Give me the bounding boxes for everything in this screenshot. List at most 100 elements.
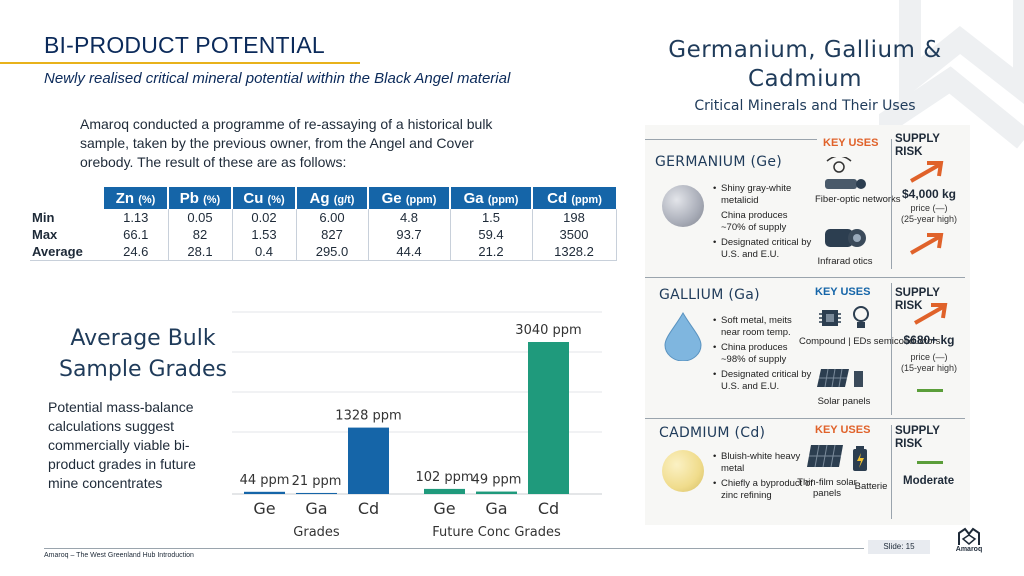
amaroq-logo-text: Amaroq	[955, 546, 983, 553]
mineral-name-gallium: GALLIUM (Ga)	[659, 287, 760, 303]
footer-text: Amaroq – The West Greenland Hub Introduc…	[44, 552, 194, 559]
risk-green-bar-icon	[917, 461, 943, 464]
group-label: Grades	[293, 525, 340, 540]
assay-header-row: Zn (%) Pb (%) Cu (%) Ag (g/t) Ge (ppm) G…	[30, 187, 616, 209]
germanium-bullets: Shiny gray-white metalicid China produce…	[713, 183, 813, 264]
key-uses-label: KEY USES	[823, 137, 879, 149]
bar-ga	[476, 491, 517, 494]
table-row: Average 24.6 28.1 0.4 295.0 44.4 21.2 13…	[30, 243, 617, 261]
table-row: Max 66.1 82 1.53 827 93.7 59.4 3500	[30, 226, 617, 243]
list-item: Shiny gray-white metalicid	[713, 183, 813, 207]
risk-arrow-up-icon	[914, 303, 948, 325]
data-label: 1328 ppm	[335, 409, 401, 424]
price-note: (25-year high)	[900, 214, 958, 224]
category-label: Ge	[253, 499, 275, 518]
column-header: Cu (%)	[232, 187, 297, 209]
price-note: price (—)	[910, 203, 948, 213]
column-header: Ge (ppm)	[368, 187, 451, 209]
column-header: Zn (%)	[104, 187, 169, 209]
assay-table: Zn (%) Pb (%) Cu (%) Ag (g/t) Ge (ppm) G…	[30, 187, 617, 261]
table-cell: 0.05	[168, 209, 233, 226]
bar-ga	[296, 492, 337, 494]
use-label: Infrarad otics	[817, 256, 873, 267]
table-corner	[30, 187, 104, 209]
column-divider	[891, 139, 892, 269]
data-label: 21 ppm	[292, 474, 342, 489]
table-cell: 827	[296, 226, 369, 243]
chart-description: Potential mass-balance calculations sugg…	[48, 399, 196, 491]
column-header: Pb (%)	[168, 187, 233, 209]
data-label: 3040 ppm	[515, 323, 581, 338]
right-panel-subtitle: Critical Minerals and Their Uses	[694, 98, 916, 114]
table-cell: 1.53	[232, 226, 297, 243]
column-divider	[891, 283, 892, 415]
table-cell: 24.6	[104, 243, 169, 261]
solar-panel-icon	[817, 368, 863, 388]
use-label: Compound | EDs semiconductors	[799, 336, 941, 347]
gallium-bullets: Soft metal, meits near room temp. China …	[713, 315, 813, 396]
title-underline	[0, 62, 360, 64]
list-item: Designated critical by U.S. and E.U.	[713, 369, 813, 393]
bar-cd	[348, 427, 389, 494]
table-cell: 1328.2	[532, 243, 617, 261]
intro-paragraph: Amaroq conducted a programme of re-assay…	[80, 116, 493, 170]
slide-title: BI-PRODUCT POTENTIAL	[44, 32, 325, 58]
table-cell: 6.00	[296, 209, 369, 226]
use-label: Fiber-optic networks	[815, 194, 901, 205]
table-cell: 21.2	[450, 243, 533, 261]
row-label: Max	[32, 227, 58, 242]
section-divider	[645, 277, 965, 278]
table-cell: 295.0	[296, 243, 369, 261]
key-uses-label: KEY USES	[815, 286, 871, 298]
table-cell: 93.7	[368, 226, 451, 243]
list-item: Soft metal, meits near room temp.	[713, 315, 813, 339]
amaroq-logo-icon	[958, 527, 980, 545]
gallium-drop-icon	[664, 311, 702, 361]
table-cell: 28.1	[168, 243, 233, 261]
mineral-name-germanium: GERMANIUM (Ge)	[655, 154, 783, 170]
table-cell: 0.4	[232, 243, 297, 261]
table-cell: 4.8	[368, 209, 451, 226]
bar-cd	[528, 342, 569, 494]
table-cell: 1.13	[104, 209, 169, 226]
table-cell: 44.4	[368, 243, 451, 261]
chart-heading: Average Bulk Sample Grades	[58, 326, 228, 382]
slide-number: Slide: 15	[868, 540, 930, 554]
table-cell: 59.4	[450, 226, 533, 243]
mineral-name-cadmium: CADMIUM (Cd)	[659, 425, 766, 441]
row-label: Average	[30, 243, 104, 261]
risk-level: Moderate	[903, 475, 955, 487]
infrared-camera-icon	[825, 229, 866, 247]
slide-subtitle: Newly realised critical mineral potentia…	[44, 70, 511, 87]
fiber-optic-icon	[825, 157, 866, 189]
supply-risk-label: SUPPLY RISK	[895, 287, 940, 312]
right-panel-title: Germanium, Gallium & Cadmium	[668, 37, 942, 92]
footer-rule	[44, 548, 864, 549]
use-label: Solar panels	[817, 396, 871, 407]
section-divider	[645, 139, 817, 140]
table-cell: 198	[532, 209, 617, 226]
bulb-icon	[853, 306, 869, 328]
table-cell: 82	[168, 226, 233, 243]
solar-panel-icon	[807, 444, 843, 468]
use-label: Thin-film solar panels	[797, 477, 857, 499]
column-divider	[891, 425, 892, 519]
table-cell: 66.1	[104, 226, 169, 243]
list-item: Chiefly a byproduct of zinc refining	[713, 478, 813, 502]
data-label: 102 ppm	[415, 470, 473, 485]
category-label: Cd	[538, 499, 559, 518]
table-cell: 3500	[532, 226, 617, 243]
category-label: Ga	[485, 499, 507, 518]
price-note: (15-year high)	[900, 363, 958, 373]
category-label: Ge	[433, 499, 455, 518]
list-item: China produces ~70% of supply	[721, 210, 788, 233]
category-label: Ga	[305, 499, 327, 518]
category-label: Cd	[358, 499, 379, 518]
price-note: price (—)	[910, 352, 948, 362]
risk-arrow-up-icon	[910, 161, 944, 183]
data-label: 44 ppm	[240, 473, 290, 488]
row-label: Min	[32, 210, 55, 225]
list-item: Bluish-white heavy metal	[713, 451, 813, 475]
risk-arrow-up-icon	[910, 233, 944, 255]
list-item: Designated critical by U.S. and E.U.	[713, 237, 813, 261]
